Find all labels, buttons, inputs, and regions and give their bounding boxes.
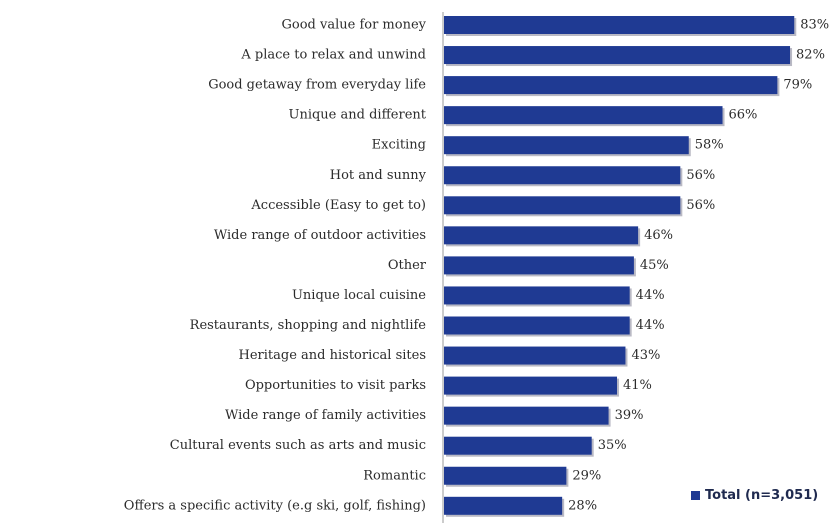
legend: Total (n=3,051) <box>691 488 818 503</box>
bar <box>444 406 609 425</box>
category-label: Good getaway from everyday life <box>208 78 426 93</box>
bar <box>444 226 639 245</box>
category-label: Romantic <box>363 468 426 483</box>
bar <box>444 196 681 215</box>
category-label: Accessible (Easy to get to) <box>250 198 426 213</box>
category-label: Offers a specific activity (e.g ski, gol… <box>124 498 426 513</box>
category-label: Hot and sunny <box>330 168 427 183</box>
data-label: 43% <box>631 348 660 363</box>
category-label: Wide range of family activities <box>225 408 426 423</box>
bar <box>444 166 681 185</box>
category-label: Exciting <box>372 138 426 153</box>
data-label: 44% <box>636 318 665 333</box>
data-label: 44% <box>636 288 665 303</box>
category-label: Restaurants, shopping and nightlife <box>190 318 427 333</box>
data-label: 35% <box>598 438 627 453</box>
data-label: 66% <box>729 108 758 123</box>
category-label: Cultural events such as arts and music <box>170 438 426 453</box>
data-label: 56% <box>686 168 715 183</box>
category-label: A place to relax and unwind <box>240 48 426 63</box>
bar <box>444 106 723 125</box>
legend-swatch <box>691 491 700 500</box>
bar <box>444 496 563 515</box>
bar <box>444 466 567 485</box>
bar <box>444 346 626 365</box>
data-label: 45% <box>640 258 669 273</box>
bar <box>444 286 630 305</box>
bar <box>444 76 778 95</box>
data-label: 83% <box>800 18 829 33</box>
data-label: 79% <box>783 78 812 93</box>
category-label: Wide range of outdoor activities <box>214 228 426 243</box>
category-label: Opportunities to visit parks <box>245 378 426 393</box>
data-label: 39% <box>615 408 644 423</box>
category-label: Other <box>388 258 427 273</box>
bar <box>444 316 630 335</box>
bar <box>444 436 592 455</box>
category-label: Good value for money <box>282 18 427 33</box>
data-label: 41% <box>623 378 652 393</box>
data-label: 46% <box>644 228 673 243</box>
bar <box>444 376 618 395</box>
category-label: Unique and different <box>289 108 427 123</box>
bar <box>444 136 689 155</box>
bar <box>444 16 795 34</box>
category-label: Heritage and historical sites <box>239 348 426 363</box>
data-label: 82% <box>796 48 825 63</box>
data-label: 29% <box>572 468 601 483</box>
bar <box>444 46 791 65</box>
data-label: 56% <box>686 198 715 213</box>
data-label: 28% <box>568 498 597 513</box>
bar <box>444 256 634 275</box>
category-label: Unique local cuisine <box>292 288 426 303</box>
legend-label: Total (n=3,051) <box>705 488 819 503</box>
data-label: 58% <box>695 138 724 153</box>
